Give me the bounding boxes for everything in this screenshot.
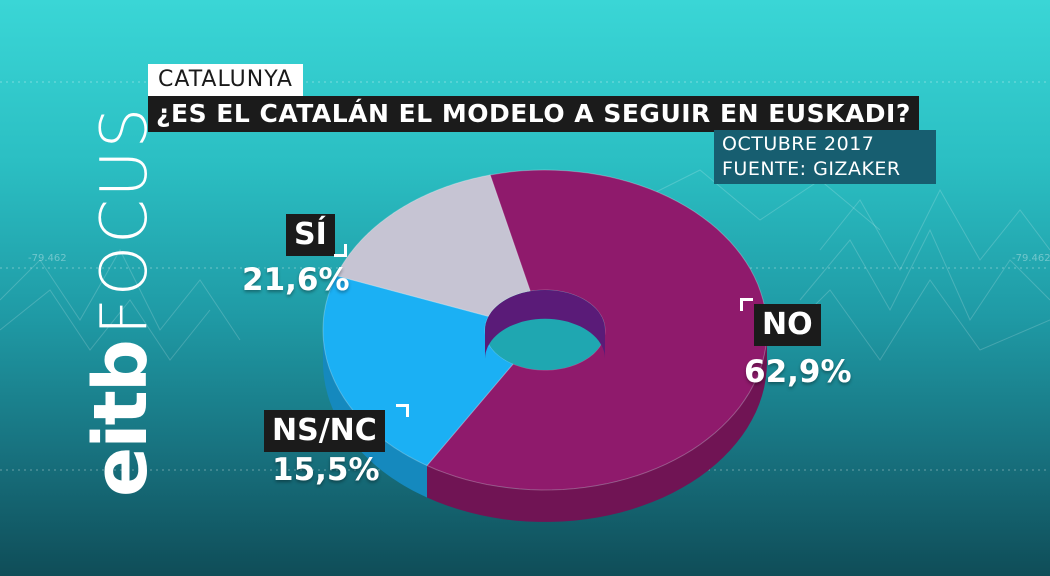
region-tag: CATALUNYA: [148, 64, 303, 96]
donut-hole-wall: [485, 290, 605, 359]
label-no-corner: [740, 298, 753, 311]
label-si: SÍ: [286, 214, 335, 256]
meta-box: OCTUBRE 2017 FUENTE: GIZAKER: [714, 130, 936, 184]
question-title: ¿ES EL CATALÁN EL MODELO A SEGUIR EN EUS…: [148, 96, 919, 132]
source-text: FUENTE: GIZAKER: [722, 158, 901, 180]
svg-text:-79.462: -79.462: [28, 253, 67, 264]
label-nsnc: NS/NC: [264, 410, 385, 452]
value-nsnc: 15,5%: [272, 452, 380, 488]
label-no: NO: [754, 304, 821, 346]
date-text: OCTUBRE 2017: [722, 133, 875, 155]
value-si: 21,6%: [242, 262, 350, 298]
slice-side-s: [323, 330, 427, 498]
slice-side-no: [427, 330, 767, 522]
value-no: 62,9%: [744, 354, 852, 390]
label-nsnc-corner: [396, 404, 409, 417]
svg-text:-79.462: -79.462: [1012, 253, 1050, 264]
label-si-corner: [334, 244, 347, 257]
